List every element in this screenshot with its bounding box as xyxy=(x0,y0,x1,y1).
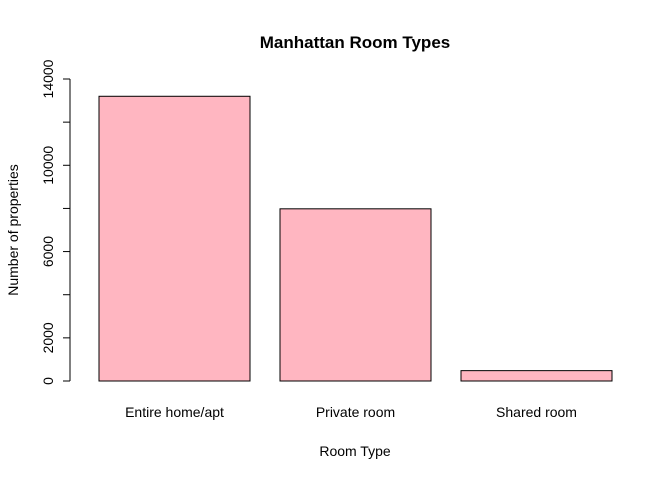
bar-shared-room xyxy=(460,370,613,382)
chart-title: Manhattan Room Types xyxy=(260,33,450,52)
y-axis-label: Number of properties xyxy=(5,164,21,296)
bar-entire-home-apt xyxy=(98,95,251,382)
bar-private-room xyxy=(279,208,432,382)
bars-group xyxy=(98,95,613,382)
y-tick-label: 10000 xyxy=(40,146,56,185)
x-axis-label: Room Type xyxy=(319,443,391,459)
y-tick-label: 0 xyxy=(40,377,56,385)
x-tick-label: Entire home/apt xyxy=(125,404,224,420)
y-tick-label: 2000 xyxy=(40,322,56,353)
x-tick-labels: Entire home/apt Private room Shared room xyxy=(125,404,577,420)
y-ticks: 0 2000 6000 10000 14000 xyxy=(40,59,70,385)
x-tick-label: Private room xyxy=(316,404,395,420)
y-axis: 0 2000 6000 10000 14000 xyxy=(40,59,71,385)
y-tick-label: 6000 xyxy=(40,236,56,267)
y-tick-label: 14000 xyxy=(40,59,56,98)
x-tick-label: Shared room xyxy=(496,404,577,420)
